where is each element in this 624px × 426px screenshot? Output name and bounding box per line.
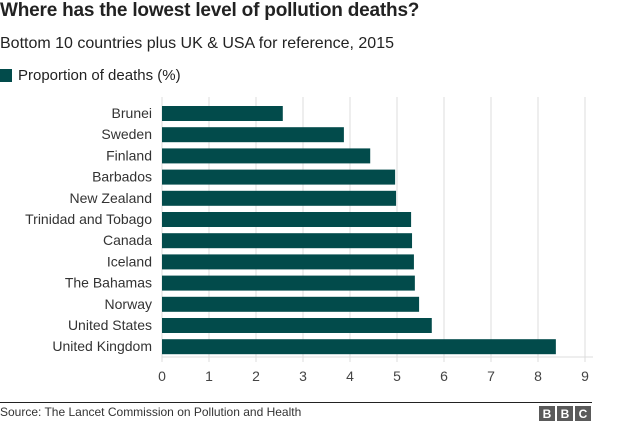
category-label: Barbados bbox=[92, 169, 152, 185]
legend-label: Proportion of deaths (%) bbox=[18, 67, 181, 84]
bar bbox=[162, 233, 413, 249]
x-tick-label: 1 bbox=[205, 368, 213, 384]
bar bbox=[162, 275, 415, 291]
legend-swatch bbox=[0, 69, 12, 82]
category-label: Finland bbox=[106, 147, 152, 163]
chart-title: Where has the lowest level of pollution … bbox=[0, 0, 420, 21]
bar-chart: 0 1 2 3 4 5 6 7 8 9 Brunei Sweden Finland Barbados New… bbox=[25, 97, 593, 384]
category-label: The Bahamas bbox=[65, 275, 152, 291]
bar bbox=[162, 296, 420, 312]
bar bbox=[162, 148, 371, 164]
bar bbox=[162, 212, 412, 227]
x-tick-label: 9 bbox=[581, 368, 589, 384]
category-label: New Zealand bbox=[70, 190, 153, 206]
bar bbox=[162, 318, 432, 333]
category-label: Canada bbox=[103, 232, 152, 248]
category-label: United States bbox=[68, 317, 152, 333]
x-tick-label: 5 bbox=[393, 368, 401, 384]
bar bbox=[162, 339, 556, 355]
bbc-logo: B B C bbox=[539, 406, 591, 421]
bar bbox=[162, 254, 414, 270]
category-label: Brunei bbox=[112, 105, 152, 121]
x-tick-label: 3 bbox=[299, 368, 307, 384]
source-note: Source: The Lancet Commission on Polluti… bbox=[0, 405, 302, 419]
bar bbox=[162, 106, 283, 121]
bar bbox=[162, 169, 396, 185]
category-label: Sweden bbox=[101, 126, 152, 142]
x-tick-label: 2 bbox=[252, 368, 260, 384]
x-tick-label: 6 bbox=[440, 368, 448, 384]
chart-subtitle: Bottom 10 countries plus UK & USA for re… bbox=[0, 35, 394, 52]
bbc-logo-b1: B bbox=[539, 406, 555, 421]
category-label: Iceland bbox=[107, 253, 152, 269]
category-label: United Kingdom bbox=[52, 338, 152, 354]
x-tick-label: 7 bbox=[487, 368, 495, 384]
category-label: Norway bbox=[105, 296, 152, 312]
x-tick-label: 8 bbox=[534, 368, 542, 384]
footer-divider bbox=[0, 402, 592, 403]
bar bbox=[162, 127, 344, 143]
bbc-logo-b2: B bbox=[557, 406, 573, 421]
category-label: Trinidad and Tobago bbox=[25, 211, 152, 227]
legend: Proportion of deaths (%) bbox=[0, 67, 181, 84]
x-tick-label: 0 bbox=[158, 368, 166, 384]
bar bbox=[162, 190, 397, 206]
bbc-logo-c: C bbox=[575, 406, 591, 421]
x-tick-label: 4 bbox=[346, 368, 354, 384]
